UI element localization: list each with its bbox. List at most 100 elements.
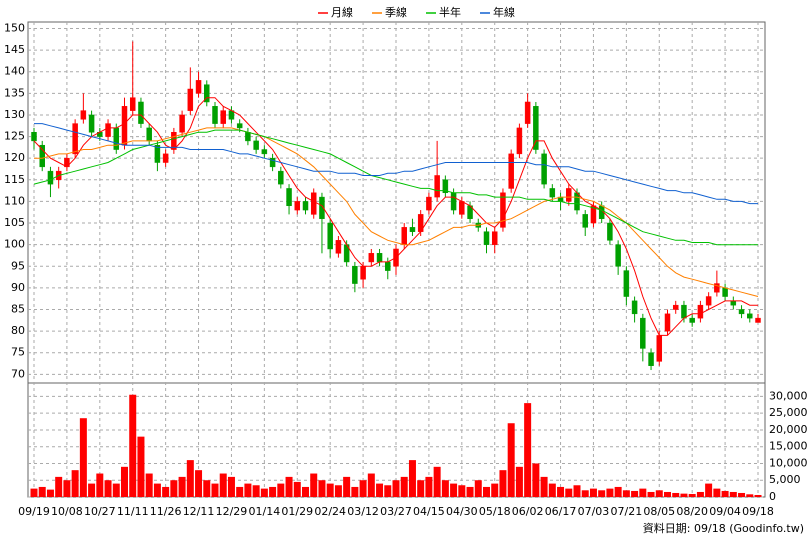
x-tick-label: 03/27 [380, 505, 412, 518]
volume-bar [754, 494, 762, 497]
y-tick-label: 85 [11, 303, 25, 316]
volume-bar [639, 488, 647, 497]
candle-body [508, 153, 514, 189]
x-tick-label: 10/27 [84, 505, 116, 518]
volume-bar [260, 488, 268, 497]
volume-bar [376, 483, 384, 497]
candle-body [401, 227, 407, 245]
candle-body [269, 157, 276, 168]
candle-body [80, 110, 87, 120]
candle-body [376, 253, 383, 263]
volume-bar [565, 488, 573, 497]
candle-body [253, 140, 259, 150]
x-tick-label: 08/05 [643, 505, 675, 518]
y-tick-label: 105 [4, 216, 25, 229]
candle-body [146, 127, 152, 142]
volume-bar [137, 436, 145, 497]
volume-bar [540, 476, 548, 497]
x-tick-label: 06/02 [512, 505, 544, 518]
y2-tick-label: 10,000 [769, 456, 808, 469]
candle-body [187, 88, 194, 111]
volume-bar [178, 476, 186, 497]
candle-body [294, 201, 301, 211]
candle-body [714, 283, 720, 293]
moving-average [33, 129, 758, 246]
volume-bar [359, 480, 367, 497]
volume-bar [655, 490, 663, 497]
volume-bar [343, 476, 351, 497]
x-tick-label: 07/03 [578, 505, 610, 518]
volume-bar [71, 470, 79, 497]
candle-body [705, 296, 712, 306]
candle-body [442, 179, 449, 194]
volume-bar [88, 483, 96, 497]
volume-bar [515, 466, 523, 497]
volume-bar [104, 480, 112, 497]
y2-tick-label: 25,000 [769, 406, 808, 419]
candle-body [31, 131, 37, 142]
volume-bar [63, 480, 71, 497]
candle-body [681, 304, 687, 319]
candle-body [195, 80, 202, 94]
volume-bar [55, 476, 63, 497]
volume-bar [170, 480, 178, 497]
y2-tick-label: 0 [769, 490, 776, 503]
candle-body [533, 106, 539, 150]
candle-body [656, 335, 663, 362]
volume-bar [573, 485, 581, 497]
legend-label: 月線 [331, 5, 353, 19]
y-tick-label: 80 [11, 324, 25, 337]
candle-body [450, 192, 457, 211]
x-tick-label: 03/12 [347, 505, 379, 518]
y-tick-label: 90 [11, 281, 25, 294]
volume-bar [277, 483, 285, 497]
volume-bar [219, 473, 227, 497]
volume-bar [557, 486, 565, 497]
candle-body [368, 253, 375, 263]
candle-body [113, 127, 120, 150]
candle-body [335, 240, 342, 254]
volume-bar [310, 473, 318, 497]
y-tick-label: 95 [11, 259, 25, 272]
candle-body [409, 227, 416, 232]
legend-label: 半年 [439, 5, 461, 19]
y-tick-label: 115 [4, 173, 25, 186]
x-tick-label: 09/18 [742, 505, 774, 518]
candle-body [426, 196, 432, 211]
volume-bar [532, 463, 540, 497]
moving-average [34, 123, 758, 205]
candle-body [541, 153, 547, 185]
volume-bar [746, 494, 754, 497]
volume-bar [499, 470, 507, 497]
candle-body [483, 231, 490, 245]
candle-body [623, 270, 630, 297]
candle-body [220, 110, 226, 124]
candle-body [631, 300, 638, 315]
candle-body [640, 317, 646, 349]
volume-bar [631, 490, 639, 497]
x-tick-label: 11/11 [117, 505, 149, 518]
volume-bar [400, 476, 408, 497]
volume-bar [46, 489, 54, 497]
candle-body [302, 201, 309, 211]
candle-body [459, 201, 465, 215]
volume-bar [351, 486, 359, 497]
volume-bar [153, 483, 161, 497]
x-tick-label: 10/08 [51, 505, 83, 518]
volume-bar [318, 480, 326, 497]
volume-bar [211, 483, 219, 497]
x-tick-label: 04/15 [413, 505, 445, 518]
y2-tick-label: 20,000 [769, 423, 808, 436]
volume-bar [647, 491, 655, 497]
volume-bar [664, 491, 671, 497]
candle-body [648, 352, 654, 366]
volume-bar [236, 486, 244, 497]
y-tick-label: 125 [4, 130, 25, 143]
footer: 資料日期: 09/18 (Goodinfo.tw) [643, 521, 804, 535]
volume-bar [433, 466, 441, 497]
moving-average [33, 97, 758, 336]
volume-bar [622, 490, 630, 497]
x-tick-label: 02/24 [314, 505, 346, 518]
candle-body [697, 304, 704, 319]
candle-body [574, 192, 580, 211]
